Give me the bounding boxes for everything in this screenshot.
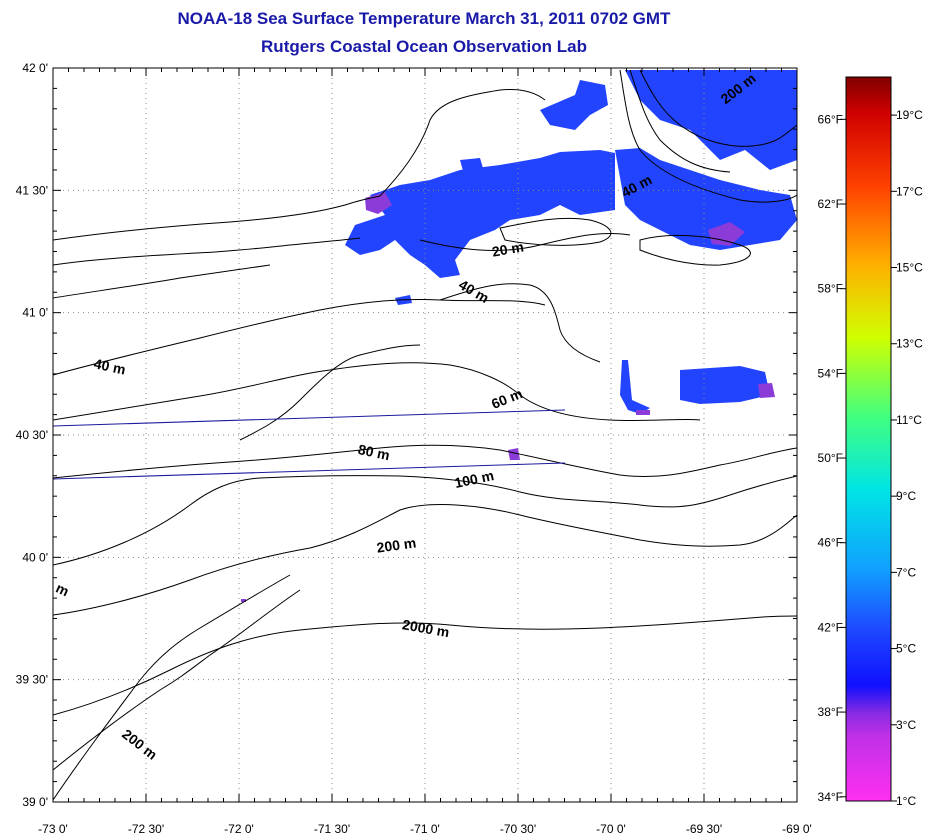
fahrenheit-label: 46°F: [818, 536, 843, 550]
lon-tick-label: -71 0': [410, 822, 440, 836]
contour-20m: [419, 232, 631, 251]
contour-80m: [53, 444, 797, 479]
contour-label: 60 m: [489, 385, 525, 412]
colorbar: [845, 76, 892, 802]
celsius-label: 9°C: [896, 489, 916, 503]
fahrenheit-label: 54°F: [818, 366, 843, 380]
contour-label: 40 m: [93, 355, 128, 377]
sst-data-layer: [241, 70, 797, 602]
contour-gulf-maine-200: [639, 69, 797, 147]
contour-200m-south: [53, 574, 291, 801]
coastline-long-island-south: [53, 264, 271, 299]
coastline-nantucket: [639, 234, 751, 266]
longitude-labels: -73 0' -72 30' -72 0' -71 30' -71 0' -70 30' -…: [38, 822, 812, 836]
lon-tick-label: -71 30': [314, 822, 350, 836]
sst-anomaly-2: [708, 222, 745, 246]
bathymetry-contours: [53, 69, 797, 801]
sst-patch-small-2: [460, 158, 485, 178]
contour-40m-north: [53, 298, 546, 376]
contour-shelf-break: [239, 344, 421, 441]
celsius-label: 5°C: [896, 642, 916, 656]
lat-tick-label: 40 30': [16, 428, 48, 442]
sst-patch-nantucket: [615, 148, 797, 250]
sst-anomaly-4: [758, 383, 775, 398]
sst-anomaly-5: [241, 599, 246, 602]
celsius-label: 13°C: [896, 337, 923, 351]
sst-patch-buzzards-bay: [540, 80, 608, 130]
coastline-cape-cod: [619, 69, 797, 203]
celsius-label: 17°C: [896, 184, 923, 198]
lat-tick-label: 39 30': [16, 673, 48, 687]
contour-canyon: [53, 589, 301, 771]
contour-label: 20 m: [491, 238, 525, 259]
latitude-labels: 42 0' 41 30' 41 0' 40 30' 40 0' 39 30' 39 0': [16, 61, 48, 809]
fahrenheit-label: 42°F: [818, 620, 843, 634]
fahrenheit-label: 62°F: [818, 197, 843, 211]
lon-tick-label: -70 30': [500, 822, 536, 836]
coastline-marthas-vineyard: [499, 217, 612, 246]
sst-anomaly-6: [636, 410, 650, 415]
celsius-label: 11°C: [896, 413, 922, 427]
lon-tick-label: -69 0': [782, 822, 812, 836]
coastline-connecticut: [53, 195, 381, 241]
map-title: NOAA-18 Sea Surface Temperature March 31…: [177, 9, 671, 28]
celsius-label: 1°C: [896, 794, 916, 808]
track-line-1: [52, 409, 566, 427]
colorbar-labels: 19°C 17°C 15°C 13°C 11°C 9°C 7°C 5°C 3°C 1°C 66°F 6…: [818, 108, 924, 808]
satellite-track-lines: [52, 409, 566, 480]
lat-tick-label: 41 30': [16, 183, 48, 197]
contour-gulf-maine-inner: [629, 69, 731, 173]
contour-40m-ne: [439, 283, 601, 363]
contour-label: 200 m: [119, 726, 160, 763]
coastline-long-island: [53, 237, 361, 266]
sst-patch-sound: [345, 150, 615, 278]
contour-label: 200 m: [376, 534, 418, 555]
sst-patch-strip: [620, 360, 650, 414]
lat-tick-label: 42 0': [22, 61, 48, 75]
map-subtitle: Rutgers Coastal Ocean Observation Lab: [261, 37, 587, 56]
lon-tick-label: -70 0': [596, 822, 626, 836]
fahrenheit-label: 38°F: [818, 705, 843, 719]
lon-tick-label: -72 30': [128, 822, 164, 836]
contour-200m: [53, 504, 797, 616]
fahrenheit-label: 58°F: [818, 282, 843, 296]
fahrenheit-label: 34°F: [818, 790, 843, 804]
contour-100m: [53, 475, 797, 566]
sst-patch-cape-cod-bay: [625, 70, 797, 170]
sst-patch-east: [680, 366, 770, 404]
contour-2000m: [53, 615, 797, 716]
contour-label: 40 m: [456, 276, 492, 306]
lon-tick-label: -69 30': [686, 822, 722, 836]
sst-anomaly-3: [508, 448, 520, 460]
lon-tick-label: -72 0': [224, 822, 254, 836]
lon-tick-label: -73 0': [38, 822, 68, 836]
lat-tick-label: 41 0': [22, 306, 48, 320]
celsius-label: 7°C: [896, 565, 916, 579]
celsius-label: 19°C: [896, 108, 923, 122]
celsius-label: 3°C: [896, 718, 916, 732]
grid-lines: [53, 68, 797, 802]
lat-tick-label: 39 0': [22, 795, 48, 809]
contour-60m: [53, 362, 701, 422]
lat-tick-label: 40 0': [22, 550, 48, 564]
celsius-label: 15°C: [896, 261, 923, 275]
track-line-2: [52, 462, 566, 480]
fahrenheit-label: 50°F: [818, 451, 843, 465]
contour-label: 2000 m: [401, 616, 451, 640]
coastline-ri: [379, 89, 546, 197]
contour-label: 80 m: [357, 441, 392, 463]
contour-label: 100 m: [453, 467, 495, 491]
axis-ticks: [52, 67, 798, 803]
fahrenheit-label: 66°F: [818, 112, 843, 126]
contour-label: m: [54, 580, 72, 600]
